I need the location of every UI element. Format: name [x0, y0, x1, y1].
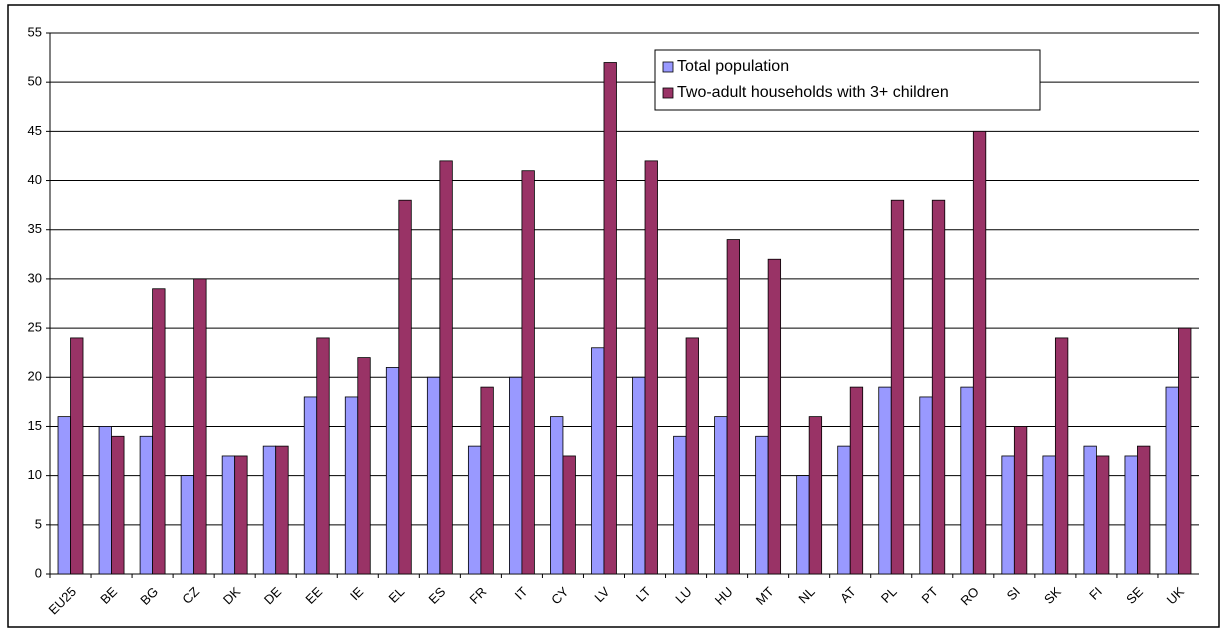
bar — [303, 396, 318, 575]
bar — [275, 445, 289, 575]
legend-label: Two-adult households with 3+ children — [677, 84, 949, 101]
y-tick-label: 15 — [28, 418, 42, 433]
bar — [931, 199, 946, 575]
bar — [685, 337, 699, 575]
bar — [385, 367, 400, 575]
legend-label: Total population — [677, 58, 789, 75]
y-tick-label: 35 — [28, 221, 42, 236]
legend-swatch — [662, 87, 674, 99]
bar — [1165, 386, 1179, 575]
y-tick-label: 10 — [28, 467, 42, 482]
bar — [426, 376, 441, 575]
bar — [316, 337, 330, 575]
y-tick-label: 30 — [28, 270, 42, 285]
bar — [562, 455, 576, 575]
bar — [1013, 426, 1028, 575]
bar — [767, 258, 782, 575]
bar — [837, 445, 851, 575]
bar — [139, 435, 153, 575]
bar — [890, 199, 905, 575]
bar — [70, 337, 84, 575]
bar — [262, 445, 277, 575]
legend-box — [654, 49, 1041, 111]
bar — [480, 386, 494, 575]
y-tick-label: 25 — [28, 320, 42, 335]
bar — [591, 347, 605, 575]
bar — [714, 416, 728, 575]
bar — [57, 416, 71, 575]
bar — [152, 288, 166, 575]
bar — [1137, 445, 1151, 575]
bar — [234, 455, 248, 575]
bar — [726, 239, 740, 575]
bar — [1001, 455, 1015, 575]
bar — [673, 435, 687, 575]
bar — [1054, 337, 1069, 575]
bar — [960, 386, 974, 575]
bar — [603, 62, 617, 575]
bar — [796, 475, 810, 575]
y-tick-label: 40 — [28, 172, 42, 187]
y-tick-label: 5 — [35, 516, 42, 531]
bar — [221, 455, 236, 575]
bar — [1083, 445, 1097, 575]
bar — [972, 130, 987, 575]
bar — [1124, 455, 1138, 575]
y-tick-label: 0 — [35, 565, 42, 580]
bar — [632, 376, 646, 575]
bar — [398, 199, 412, 575]
bar — [550, 416, 564, 575]
bar — [808, 416, 823, 575]
bar — [755, 435, 769, 575]
bar — [919, 396, 933, 575]
y-tick-label: 20 — [28, 369, 42, 384]
bar — [644, 160, 658, 575]
bar — [344, 396, 359, 575]
bar — [878, 386, 892, 575]
bar — [1042, 455, 1056, 575]
legend-swatch — [662, 61, 674, 73]
bar — [193, 278, 207, 575]
bar — [439, 160, 453, 575]
bar — [357, 357, 371, 575]
y-tick-label: 45 — [28, 123, 42, 138]
bar — [521, 170, 535, 575]
bar — [1096, 455, 1110, 575]
bar — [1178, 327, 1192, 575]
bar — [849, 386, 864, 575]
bar — [467, 445, 482, 575]
bar — [180, 475, 195, 575]
bar — [98, 426, 112, 575]
y-tick-label: 55 — [28, 24, 42, 39]
bar — [111, 435, 125, 575]
bar — [509, 376, 523, 575]
y-tick-label: 50 — [28, 74, 42, 89]
